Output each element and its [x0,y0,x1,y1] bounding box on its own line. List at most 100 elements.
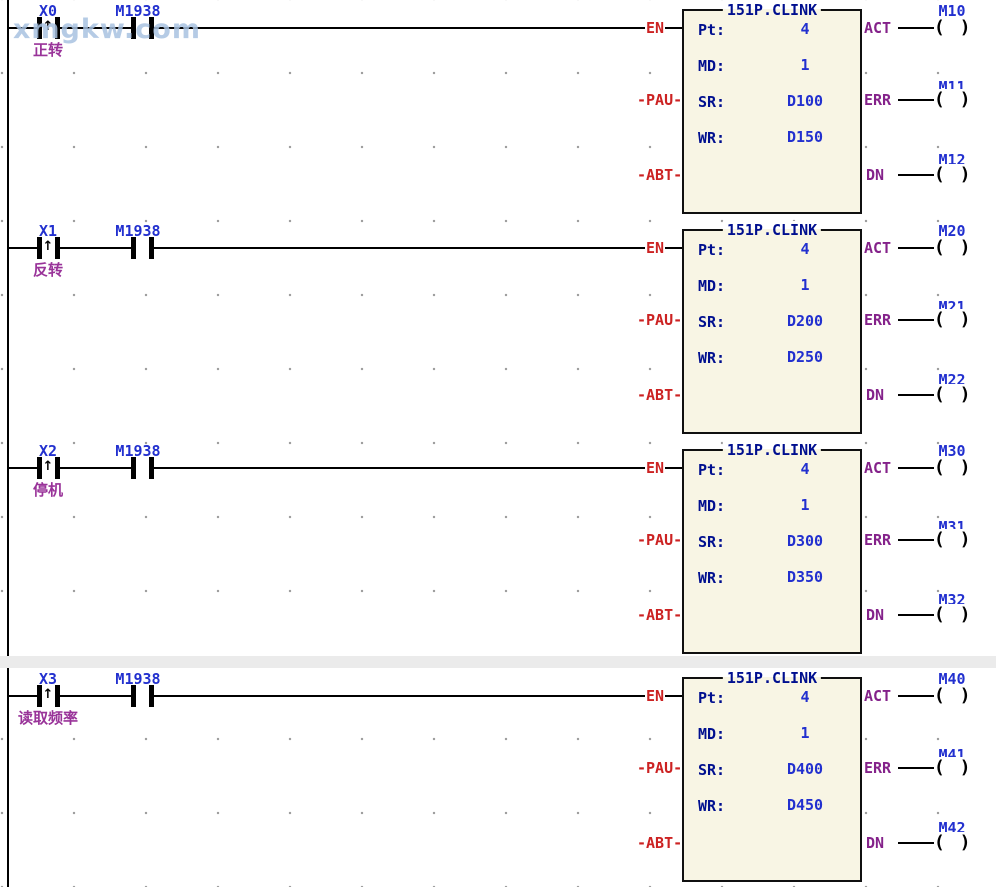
contact-bar [131,17,136,39]
block-input-pau: -PAU- [637,311,683,329]
param-value-md: 1 [800,276,810,294]
output-coil[interactable]: ( ) [934,457,973,478]
output-coil[interactable]: ( ) [934,89,973,110]
output-coil[interactable]: ( ) [934,757,973,778]
rising-edge-arrow-icon: ↑ [42,239,54,254]
param-value-wr: D450 [786,796,824,814]
function-block-clink[interactable]: 151P.CLINK Pt: 4 MD: 1 SR: D300 WR: D350 [682,441,862,654]
block-output-err: ERR [864,91,892,109]
output-coil[interactable]: ( ) [934,164,973,185]
param-value-sr: D200 [786,312,824,330]
param-value-pt: 4 [800,240,810,258]
block-output-act: ACT [864,19,892,37]
function-block-title: 151P.CLINK [722,1,822,19]
block-input-en: EN [645,239,666,257]
rising-edge-contact[interactable]: ↑ [37,457,60,479]
block-output-dn: DN [866,834,885,852]
coil-device-label: M40 [938,670,966,688]
contact-comment: 停机 [32,481,63,499]
contact-bar [149,17,154,39]
coil-device-label: M20 [938,222,966,240]
output-coil[interactable]: ( ) [934,529,973,550]
param-label-wr: WR: [698,129,726,147]
output-coil[interactable]: ( ) [934,685,973,706]
output-coil[interactable]: ( ) [934,604,973,625]
function-block-title: 151P.CLINK [722,669,822,687]
block-output-dn: DN [866,606,885,624]
output-coil[interactable]: ( ) [934,237,973,258]
param-value-md: 1 [800,496,810,514]
output-wire [898,539,940,541]
output-coil[interactable]: ( ) [934,17,973,38]
output-wire [898,174,940,176]
contact-bar [55,17,60,39]
output-coil[interactable]: ( ) [934,309,973,330]
rung-separator-band [0,656,996,668]
normally-open-contact[interactable] [131,457,154,479]
output-wire [898,319,940,321]
param-value-sr: D100 [786,92,824,110]
watermark: xmgkw.com [13,14,201,45]
contact-bar [149,457,154,479]
param-label-wr: WR: [698,797,726,815]
function-block-clink[interactable]: 151P.CLINK Pt: 4 MD: 1 SR: D100 WR: D150 [682,1,862,214]
block-input-pau: -PAU- [637,759,683,777]
normally-open-contact[interactable] [131,17,154,39]
rung-wire [8,695,684,697]
block-input-pau: -PAU- [637,531,683,549]
contact-bar [131,457,136,479]
function-block-title: 151P.CLINK [722,441,822,459]
contact-bar [37,237,42,259]
block-output-dn: DN [866,386,885,404]
rising-edge-contact[interactable]: ↑ [37,17,60,39]
block-input-en: EN [645,687,666,705]
param-value-md: 1 [800,724,810,742]
param-label-sr: SR: [698,533,726,551]
coil-device-label: M30 [938,442,966,460]
output-wire [898,842,940,844]
output-coil[interactable]: ( ) [934,832,973,853]
contact-comment: 正转 [32,41,63,59]
contact-device-label: M1938 [115,2,161,20]
contact-bar [131,237,136,259]
output-coil[interactable]: ( ) [934,384,973,405]
left-power-rail [7,0,9,656]
rising-edge-arrow-icon: ↑ [42,687,54,702]
param-label-md: MD: [698,725,726,743]
output-wire [898,99,940,101]
output-wire [898,247,940,249]
contact-device-label: X1 [38,222,58,240]
rising-edge-contact[interactable]: ↑ [37,237,60,259]
normally-open-contact[interactable] [131,685,154,707]
coil-device-label: M10 [938,2,966,20]
param-label-sr: SR: [698,761,726,779]
param-value-wr: D350 [786,568,824,586]
block-input-abt: -ABT- [637,386,683,404]
param-value-sr: D300 [786,532,824,550]
param-label-md: MD: [698,277,726,295]
contact-device-label: X3 [38,670,58,688]
param-value-wr: D250 [786,348,824,366]
param-value-wr: D150 [786,128,824,146]
block-input-abt: -ABT- [637,166,683,184]
output-wire [898,394,940,396]
output-wire [898,767,940,769]
param-label-pt: Pt: [698,241,726,259]
function-block-clink[interactable]: 151P.CLINK Pt: 4 MD: 1 SR: D400 WR: D450 [682,669,862,882]
normally-open-contact[interactable] [131,237,154,259]
function-block-clink[interactable]: 151P.CLINK Pt: 4 MD: 1 SR: D200 WR: D250 [682,221,862,434]
contact-device-label: X0 [38,2,58,20]
rising-edge-contact[interactable]: ↑ [37,685,60,707]
rung-wire [8,247,684,249]
contact-device-label: X2 [38,442,58,460]
block-output-err: ERR [864,311,892,329]
block-output-err: ERR [864,759,892,777]
block-input-abt: -ABT- [637,834,683,852]
param-value-pt: 4 [800,688,810,706]
block-output-dn: DN [866,166,885,184]
contact-bar [131,685,136,707]
contact-bar [149,237,154,259]
left-power-rail [7,668,9,887]
rising-edge-arrow-icon: ↑ [42,459,54,474]
param-label-sr: SR: [698,313,726,331]
